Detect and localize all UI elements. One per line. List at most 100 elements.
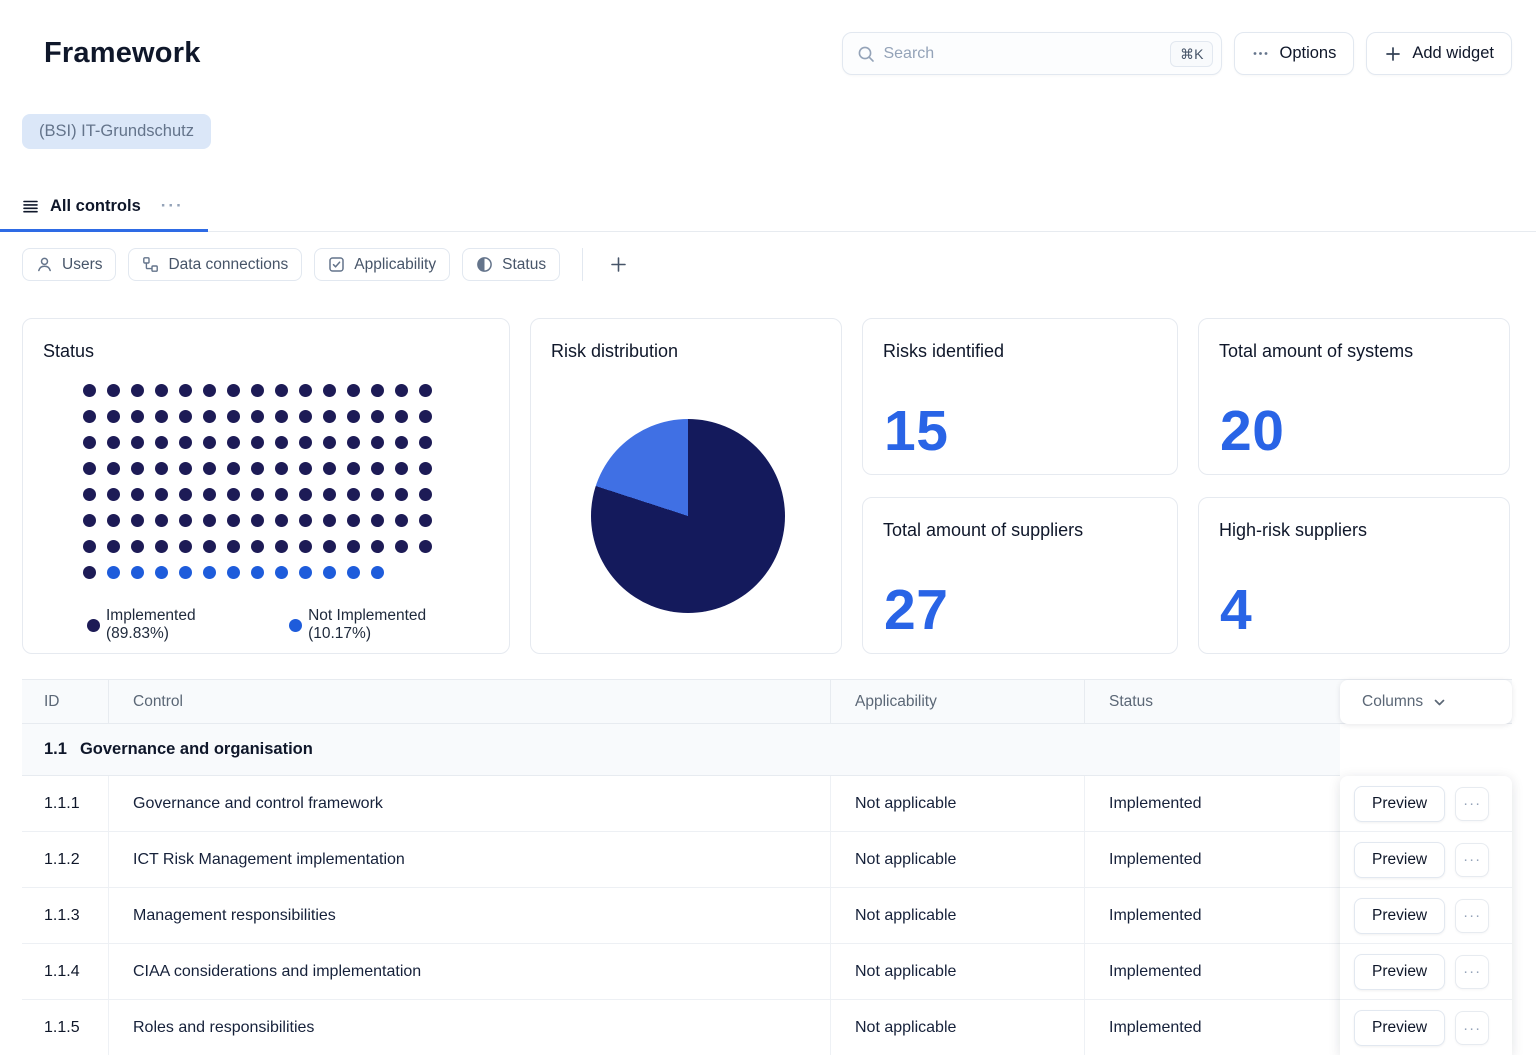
search-box[interactable]: ⌘K	[842, 32, 1223, 75]
stat-widget-total-amount-of-suppliers: Total amount of suppliers 27	[862, 497, 1178, 654]
status-dot	[419, 488, 432, 501]
status-widget: Status Implemented (89.83%) Not Implemen…	[22, 318, 510, 654]
status-dot	[347, 540, 360, 553]
add-filter-button[interactable]	[605, 251, 632, 278]
risk-distribution-pie	[591, 419, 785, 613]
status-dot	[251, 462, 264, 475]
status-dot	[179, 488, 192, 501]
row-menu-button[interactable]: ···	[1455, 898, 1490, 933]
status-dot	[371, 566, 384, 579]
status-dot	[203, 514, 216, 527]
tab-label: All controls	[50, 196, 141, 215]
status-dot	[419, 384, 432, 397]
options-button[interactable]: Options	[1234, 32, 1355, 75]
cell-applicability: Not applicable	[830, 944, 1084, 999]
cell-id: 1.1.4	[44, 962, 80, 980]
status-legend: Implemented (89.83%) Not Implemented (10…	[87, 607, 489, 643]
status-dot	[299, 410, 312, 423]
stat-widget-title: Total amount of suppliers	[883, 520, 1084, 540]
section-title: Governance and organisation	[79, 740, 313, 758]
status-dot	[155, 384, 168, 397]
status-dot	[203, 566, 216, 579]
preview-button[interactable]: Preview	[1354, 953, 1446, 990]
page-title: Framework	[44, 37, 201, 69]
search-input[interactable]	[875, 44, 1171, 63]
status-dot	[419, 436, 432, 449]
preview-button[interactable]: Preview	[1354, 897, 1446, 934]
row-menu-button[interactable]: ···	[1455, 954, 1490, 989]
status-dot	[203, 488, 216, 501]
status-dot	[251, 540, 264, 553]
status-dot	[251, 410, 264, 423]
search-icon	[857, 45, 875, 63]
status-dot	[299, 514, 312, 527]
status-dot	[179, 384, 192, 397]
status-dot	[251, 566, 264, 579]
filter-chip-users[interactable]: Users	[22, 248, 117, 281]
status-dot	[179, 566, 192, 579]
status-dot	[227, 462, 240, 475]
table-row: 1.1.5 Roles and responsibilities Not app…	[22, 1000, 1512, 1055]
preview-button[interactable]: Preview	[1354, 1010, 1446, 1046]
cell-applicability: Not applicable	[830, 888, 1084, 943]
filter-chip-data-connections[interactable]: Data connections	[128, 248, 303, 281]
status-dot	[371, 540, 384, 553]
stat-widget-title: High-risk suppliers	[1219, 520, 1368, 540]
status-dot	[275, 514, 288, 527]
status-dot	[395, 384, 408, 397]
status-dot	[275, 436, 288, 449]
add-widget-button[interactable]: Add widget	[1366, 32, 1512, 75]
status-dot	[107, 462, 120, 475]
status-dot	[203, 462, 216, 475]
status-dot	[107, 514, 120, 527]
table-header-row: ID Control Applicability Status	[22, 680, 1512, 724]
table-row: 1.1.4 CIAA considerations and implementa…	[22, 944, 1512, 1000]
row-actions: Preview ···	[1340, 776, 1512, 832]
stat-widget-risks-identified: Risks identified 15	[862, 318, 1178, 475]
status-dot-matrix	[83, 384, 432, 579]
status-dot	[347, 566, 360, 579]
row-actions: Preview ···	[1340, 888, 1512, 944]
row-actions: Preview ···	[1340, 832, 1512, 888]
status-dot	[107, 566, 120, 579]
row-menu-button[interactable]: ···	[1455, 1011, 1490, 1045]
table-section-row: 1.1 Governance and organisation	[22, 724, 1340, 776]
status-dot	[107, 384, 120, 397]
tab-bar: All controls ···	[0, 186, 1536, 232]
chevron-down-icon	[1432, 695, 1447, 710]
cell-status: Implemented	[1084, 1000, 1340, 1055]
row-actions: Preview ···	[1340, 1000, 1512, 1055]
status-dot	[131, 514, 144, 527]
controls-table: ID Control Applicability Status 1.1 Gove…	[22, 679, 1512, 1055]
stat-widget-high-risk-suppliers: High-risk suppliers 4	[1198, 497, 1510, 654]
legend-label: Not Implemented (10.17%)	[308, 607, 427, 642]
tab-menu-icon[interactable]: ···	[160, 196, 184, 215]
tab-all-controls[interactable]: All controls ···	[0, 186, 208, 232]
status-dot	[275, 488, 288, 501]
status-dot	[107, 540, 120, 553]
columns-menu-label: Columns	[1362, 693, 1424, 710]
filter-divider	[582, 248, 584, 281]
status-dot	[179, 436, 192, 449]
list-icon	[22, 198, 39, 215]
preview-button[interactable]: Preview	[1354, 785, 1446, 822]
status-dot	[419, 410, 432, 423]
preview-button[interactable]: Preview	[1354, 841, 1446, 878]
row-menu-button[interactable]: ···	[1455, 786, 1490, 821]
filter-chip-applicability[interactable]: Applicability	[314, 248, 451, 281]
status-dot	[347, 488, 360, 501]
row-menu-button[interactable]: ···	[1455, 842, 1490, 877]
cell-id: 1.1.3	[44, 906, 80, 924]
status-dot	[83, 540, 96, 553]
status-dot	[131, 462, 144, 475]
status-dot	[251, 488, 264, 501]
status-dot	[83, 410, 96, 423]
filter-chip-status[interactable]: Status	[462, 248, 561, 281]
status-dot	[83, 462, 96, 475]
status-dot	[83, 514, 96, 527]
status-dot	[347, 384, 360, 397]
status-dot	[155, 514, 168, 527]
status-dot	[227, 410, 240, 423]
columns-menu-button[interactable]: Columns	[1340, 680, 1512, 724]
status-dot	[227, 566, 240, 579]
